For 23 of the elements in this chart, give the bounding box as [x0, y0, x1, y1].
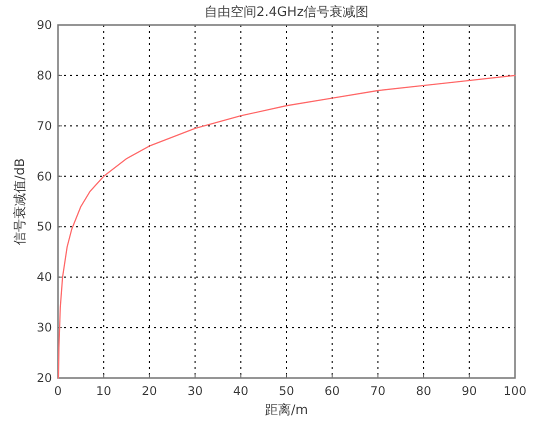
x-tick-label: 10: [96, 384, 112, 398]
x-tick-label: 50: [278, 384, 294, 398]
chart-title: 自由空间2.4GHz信号衰减图: [204, 4, 369, 20]
y-tick-label: 90: [36, 18, 52, 32]
x-tick-label: 60: [324, 384, 340, 398]
x-tick-label: 30: [187, 384, 203, 398]
x-tick-label: 80: [416, 384, 432, 398]
y-tick-label: 80: [36, 68, 52, 82]
y-tick-label: 50: [36, 220, 52, 234]
y-tick-label: 40: [36, 270, 52, 284]
x-tick-label: 20: [142, 384, 158, 398]
y-tick-label: 70: [36, 118, 52, 133]
line-series: [58, 74, 516, 379]
y-tick-label: 60: [36, 169, 52, 184]
x-axis-title: 距离/m: [264, 402, 308, 418]
x-tick-label: 90: [462, 384, 477, 398]
x-tick-label: 40: [233, 384, 248, 398]
x-tick-label: 100: [504, 384, 526, 398]
y-axis-title: 信号衰减值/dB: [12, 158, 28, 245]
x-tick-label: 0: [54, 384, 62, 398]
x-tick-label: 70: [370, 384, 386, 398]
y-tick-label: 20: [36, 371, 52, 385]
y-tick-label: 30: [36, 320, 52, 335]
